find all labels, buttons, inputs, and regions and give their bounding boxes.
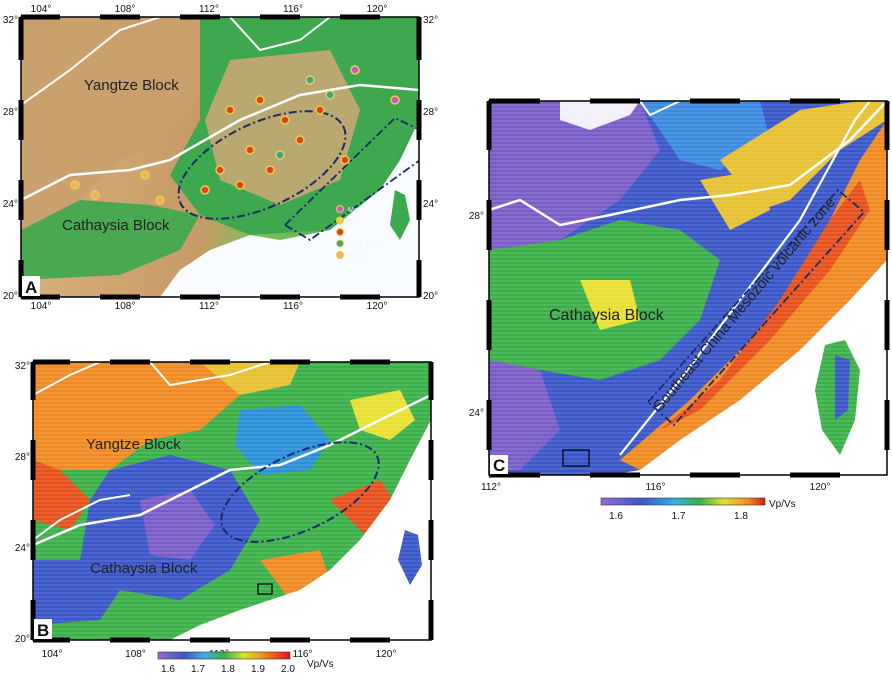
panel-a-lon-top-0: 104° bbox=[31, 4, 52, 15]
colorbar-b-tick-0: 1.6 bbox=[161, 664, 175, 675]
colorbar-b-ticks: 1.6 1.7 1.8 1.9 2.0 bbox=[161, 664, 295, 675]
panel-a-legend: Mo Sn W Cu & Pb-Zn Au & U bbox=[336, 205, 385, 260]
colorbar-c-tick-2: 1.8 bbox=[734, 511, 748, 522]
label-yangtze-block-a: Yangtze Block bbox=[84, 77, 179, 94]
panel-a-lon-top-4: 120° bbox=[367, 4, 388, 15]
panel-c-lon-bottom-2: 120° bbox=[810, 482, 831, 493]
panel-a-lon-bottom-2: 112° bbox=[199, 301, 219, 312]
panel-a-lon-bottom-4: 120° bbox=[367, 301, 388, 312]
legend-label-4: Au & U bbox=[348, 253, 370, 260]
panel-c-lat-left-1: 24° bbox=[469, 408, 484, 419]
colorbar-c-tick-1: 1.7 bbox=[672, 511, 686, 522]
legend-label-0: Mo bbox=[348, 207, 358, 214]
panel-a-map bbox=[21, 17, 419, 297]
legend-label-2: W bbox=[348, 230, 355, 237]
legend-label-3: Cu & Pb-Zn bbox=[348, 242, 385, 249]
panel-a-lat-left-2: 24° bbox=[3, 199, 18, 210]
label-cathaysia-block-a: Cathaysia Block bbox=[62, 217, 170, 234]
panel-b-colorbar: 1.6 1.7 1.8 1.9 2.0 Vp/Vs bbox=[157, 651, 334, 675]
panel-a-lat-right-0: 32° bbox=[423, 15, 438, 26]
panel-a-lat-ticks-right: 32° 28° 24° 20° bbox=[423, 15, 438, 302]
panel-c-lon-bottom-1: 116° bbox=[646, 482, 666, 493]
panel-b-lon-bottom-1: 108° bbox=[125, 649, 146, 660]
colorbar-c-label: Vp/Vs bbox=[769, 499, 796, 510]
panel-c-lat-left-0: 28° bbox=[469, 211, 484, 222]
panel-a-lat-right-2: 24° bbox=[423, 199, 438, 210]
panel-a-letter: A bbox=[25, 278, 37, 297]
legend-marker-4 bbox=[336, 251, 344, 259]
colorbar-b-ramp bbox=[157, 651, 291, 660]
panel-b-lon-bottom-4: 120° bbox=[376, 649, 397, 660]
panel-c-letter: C bbox=[493, 456, 505, 475]
colorbar-c-ramp bbox=[600, 497, 766, 506]
panel-a-lon-ticks-bottom: 104° 108° 112° 116° 120° bbox=[31, 301, 388, 312]
panel-c-colorbar: 1.6 1.7 1.8 Vp/Vs bbox=[600, 497, 796, 522]
panel-a-lon-top-1: 108° bbox=[115, 4, 136, 15]
label-cathaysia-block-c: Cathaysia Block bbox=[549, 307, 665, 324]
panel-a-lat-left-0: 32° bbox=[3, 15, 18, 26]
panel-b-lat-left-1: 28° bbox=[15, 452, 30, 463]
panel-a-lon-ticks-top: 104° 108° 112° 116° 120° bbox=[31, 4, 388, 15]
deposit-markers bbox=[70, 65, 400, 205]
panel-b-lat-left-3: 20° bbox=[15, 634, 30, 645]
panel-a: Yangtze Block Cathaysia Block A Mo Sn W Cu … bbox=[3, 4, 438, 312]
panel-a-lon-bottom-3: 116° bbox=[283, 301, 303, 312]
panel-a-lat-right-3: 20° bbox=[423, 291, 438, 302]
colorbar-c-ticks: 1.6 1.7 1.8 bbox=[609, 511, 748, 522]
legend-marker-0 bbox=[336, 205, 344, 213]
legend-marker-3 bbox=[336, 239, 344, 248]
label-yangtze-block-b: Yangtze Block bbox=[86, 436, 181, 453]
panel-b-map bbox=[33, 362, 431, 640]
panel-a-lon-bottom-1: 108° bbox=[115, 301, 136, 312]
panel-b-frame-ticks bbox=[30, 359, 434, 643]
panel-b-lon-bottom-3: 116° bbox=[293, 649, 313, 660]
legend-marker-1 bbox=[336, 216, 344, 225]
panel-c-frame-ticks bbox=[486, 98, 890, 478]
colorbar-b-tick-4: 2.0 bbox=[281, 664, 295, 675]
panel-c-map bbox=[489, 101, 887, 475]
panel-a-letter-bg bbox=[22, 276, 40, 296]
panel-a-lon-top-3: 116° bbox=[283, 4, 303, 15]
panel-b-lat-left-0: 32° bbox=[15, 361, 30, 372]
panel-b-letter: B bbox=[37, 621, 49, 640]
panel-c: Cathaysia Block Southeast China Mesozoic… bbox=[469, 98, 890, 522]
label-cathaysia-block-b: Cathaysia Block bbox=[90, 560, 198, 577]
panel-c-lon-bottom-0: 112° bbox=[481, 482, 501, 493]
colorbar-c-tick-0: 1.6 bbox=[609, 511, 623, 522]
panel-b-lat-left-2: 24° bbox=[15, 543, 30, 554]
colorbar-b-tick-3: 1.9 bbox=[251, 664, 265, 675]
legend-label-1: Sn bbox=[348, 219, 357, 226]
panel-b: Yangtze Block Cathaysia Block B 104° 108°… bbox=[15, 359, 434, 675]
panel-a-lon-top-2: 112° bbox=[199, 4, 219, 15]
colorbar-b-label: Vp/Vs bbox=[307, 659, 334, 670]
panel-c-lon-ticks-bottom: 112° 116° 120° bbox=[481, 482, 830, 493]
colorbar-b-tick-2: 1.8 bbox=[221, 664, 235, 675]
panel-a-lat-left-1: 28° bbox=[3, 107, 18, 118]
panel-a-lat-ticks-left: 32° 28° 24° 20° bbox=[3, 15, 18, 302]
panel-a-lat-right-1: 28° bbox=[423, 107, 438, 118]
panel-b-lat-ticks-left: 32° 28° 24° 20° bbox=[15, 361, 30, 645]
panel-a-frame-ticks bbox=[18, 14, 422, 300]
panel-c-lat-ticks-left: 28° 24° bbox=[469, 211, 484, 419]
panel-a-lon-bottom-0: 104° bbox=[31, 301, 52, 312]
colorbar-b-tick-1: 1.7 bbox=[191, 664, 205, 675]
legend-marker-2 bbox=[336, 228, 344, 236]
panel-b-lon-bottom-0: 104° bbox=[42, 649, 63, 660]
panel-c-letter-bg bbox=[490, 455, 508, 474]
panel-b-letter-bg bbox=[34, 619, 52, 639]
panel-a-lat-left-3: 20° bbox=[3, 291, 18, 302]
